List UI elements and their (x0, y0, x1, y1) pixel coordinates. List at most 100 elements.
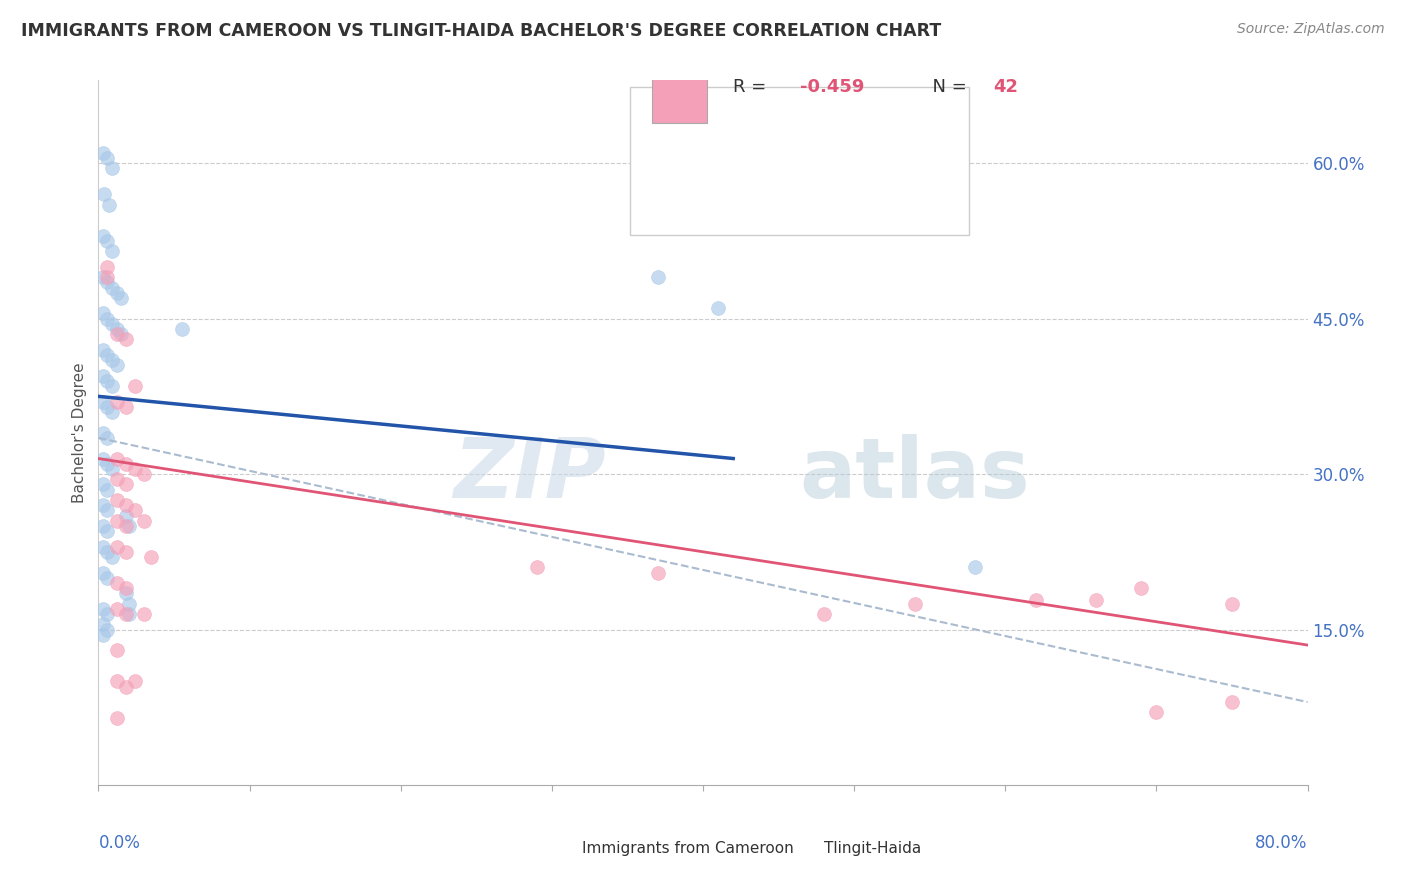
Point (114, 400, 136, 414)
Point (1085, 593, 1108, 607)
Point (105, 575, 128, 590)
Point (96, 260, 118, 274)
Point (96, 524, 118, 538)
Point (91, 145, 114, 160)
Point (114, 508, 136, 523)
Text: R =: R = (734, 78, 772, 96)
Text: 0.0%: 0.0% (98, 834, 141, 852)
Point (91, 306, 114, 320)
Point (101, 405, 124, 419)
Point (96, 431, 118, 445)
Point (93, 187, 115, 202)
Point (105, 710, 128, 724)
Point (101, 280, 124, 294)
Point (904, 597, 927, 611)
Point (110, 327, 132, 342)
Point (1220, 597, 1243, 611)
Point (1130, 581, 1153, 595)
Point (96, 457, 118, 471)
Point (101, 549, 124, 564)
Point (91, 540, 114, 554)
Point (96, 483, 118, 497)
Text: atlas: atlas (800, 434, 1031, 516)
Point (105, 327, 128, 342)
Point (91, 394, 114, 409)
Point (114, 607, 136, 621)
Point (101, 244, 124, 259)
Point (105, 322, 128, 336)
Point (96, 311, 118, 326)
Point (114, 581, 136, 595)
Point (98, 197, 121, 211)
Point (114, 680, 136, 694)
Point (101, 353, 124, 368)
Point (91, 566, 114, 580)
Point (96, 623, 118, 637)
Point (114, 586, 136, 600)
FancyBboxPatch shape (652, 52, 707, 122)
Point (114, 332, 136, 346)
Point (132, 514, 155, 528)
Point (114, 545, 136, 559)
Point (96, 545, 118, 559)
Point (707, 301, 730, 316)
Point (101, 161, 124, 176)
Text: 80.0%: 80.0% (1256, 834, 1308, 852)
Point (96, 571, 118, 585)
Point (96, 276, 118, 290)
Point (647, 270, 669, 285)
Point (124, 462, 146, 476)
Point (105, 493, 128, 508)
Point (96, 400, 118, 414)
Point (124, 379, 146, 393)
Text: 42: 42 (993, 78, 1018, 96)
Point (96, 234, 118, 248)
Point (91, 519, 114, 533)
Point (114, 457, 136, 471)
Point (105, 601, 128, 615)
Text: Tlingit-Haida: Tlingit-Haida (824, 841, 921, 856)
Point (91, 343, 114, 357)
Point (141, 549, 163, 564)
Text: N =: N = (921, 78, 972, 96)
Point (526, 560, 548, 574)
Point (105, 674, 128, 689)
Point (101, 462, 124, 476)
Point (124, 674, 146, 689)
Point (91, 270, 114, 285)
Point (91, 498, 114, 512)
Point (105, 451, 128, 466)
Point (91, 368, 114, 383)
Point (965, 560, 987, 574)
Point (1144, 706, 1167, 720)
Point (91, 601, 114, 615)
Point (114, 498, 136, 512)
Point (105, 643, 128, 657)
Point (101, 317, 124, 331)
FancyBboxPatch shape (630, 87, 969, 235)
Text: IMMIGRANTS FROM CAMEROON VS TLINGIT-HAIDA BACHELOR'S DEGREE CORRELATION CHART: IMMIGRANTS FROM CAMEROON VS TLINGIT-HAID… (21, 22, 942, 40)
Point (124, 503, 146, 517)
Point (96, 374, 118, 388)
Point (96, 270, 118, 285)
Y-axis label: Bachelor's Degree: Bachelor's Degree (72, 362, 87, 503)
Text: Immigrants from Cameroon: Immigrants from Cameroon (582, 841, 794, 856)
Point (105, 394, 128, 409)
Point (647, 566, 669, 580)
Point (105, 514, 128, 528)
Point (96, 348, 118, 362)
Point (1024, 593, 1046, 607)
Text: -0.459: -0.459 (800, 78, 865, 96)
Point (96, 151, 118, 165)
Point (96, 503, 118, 517)
Point (114, 519, 136, 533)
Point (170, 322, 193, 336)
Point (91, 451, 114, 466)
Point (132, 607, 155, 621)
Point (110, 291, 132, 305)
Point (105, 472, 128, 486)
Point (91, 425, 114, 440)
Point (101, 379, 124, 393)
Point (118, 597, 141, 611)
Point (105, 540, 128, 554)
